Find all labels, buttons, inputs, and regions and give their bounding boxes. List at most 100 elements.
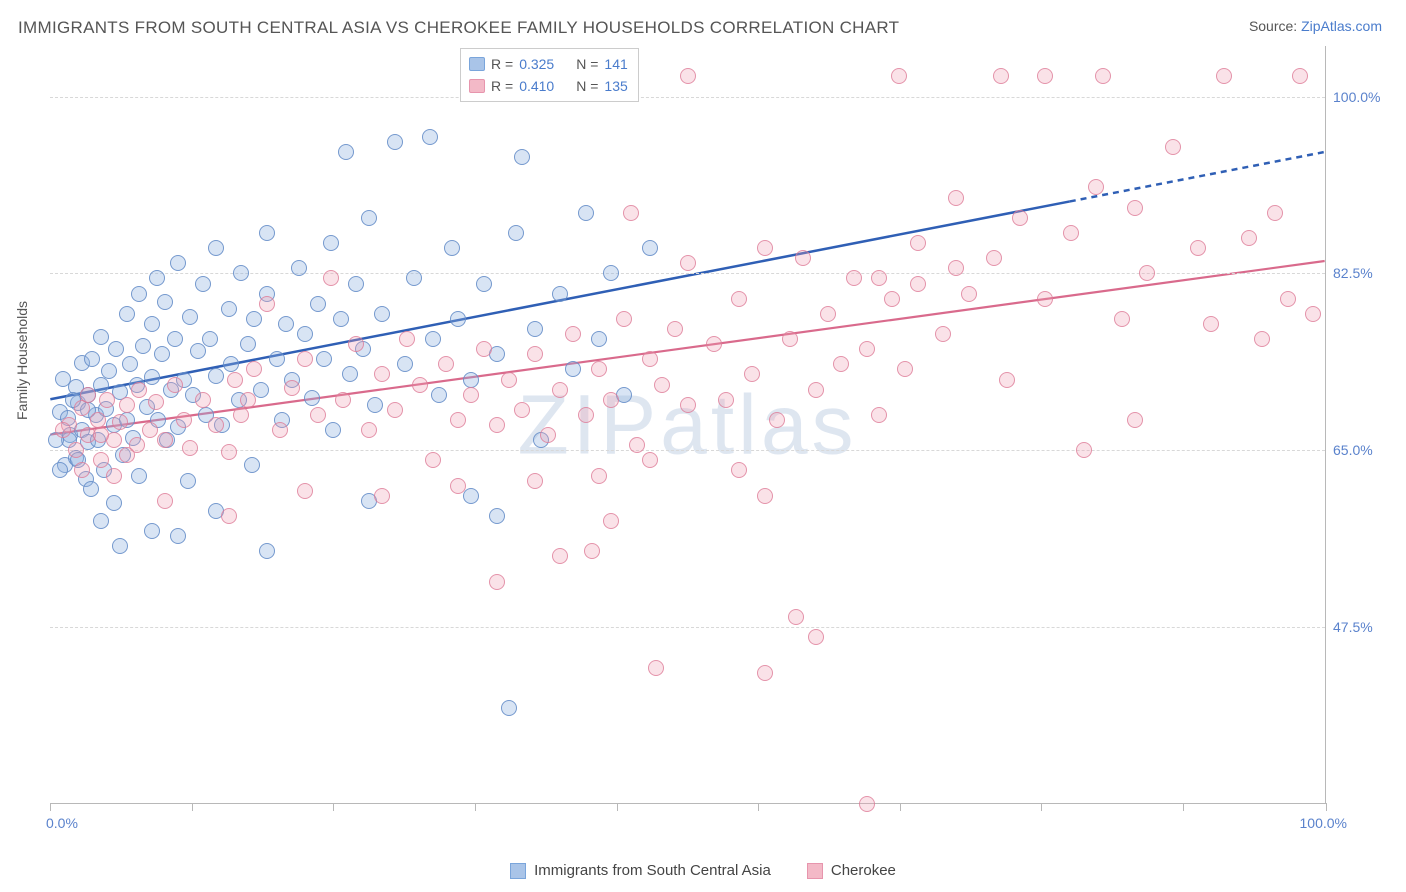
x-axis-tick [1326, 803, 1327, 811]
source-link[interactable]: ZipAtlas.com [1301, 18, 1382, 34]
scatter-point [680, 68, 696, 84]
scatter-point [584, 543, 600, 559]
scatter-point [508, 225, 524, 241]
scatter-point [788, 609, 804, 625]
scatter-point [731, 462, 747, 478]
legend-row: R =0.410N =135 [469, 75, 628, 97]
x-axis-tick [192, 803, 193, 811]
scatter-point [501, 372, 517, 388]
scatter-point [444, 240, 460, 256]
scatter-point [338, 144, 354, 160]
scatter-point [1037, 291, 1053, 307]
scatter-point [1267, 205, 1283, 221]
scatter-point [310, 296, 326, 312]
x-axis-tick [1183, 803, 1184, 811]
legend-n-value: 141 [604, 56, 627, 72]
scatter-point [93, 329, 109, 345]
scatter-point [450, 478, 466, 494]
scatter-point [648, 660, 664, 676]
trend-line-extrapolated [1070, 152, 1325, 201]
scatter-point [348, 336, 364, 352]
scatter-point [154, 346, 170, 362]
scatter-point [910, 235, 926, 251]
scatter-point [910, 276, 926, 292]
scatter-point [83, 481, 99, 497]
scatter-point [208, 417, 224, 433]
scatter-point [1063, 225, 1079, 241]
scatter-point [190, 343, 206, 359]
legend-series-label: Cherokee [831, 862, 896, 879]
scatter-point [603, 392, 619, 408]
scatter-point [654, 377, 670, 393]
scatter-point [144, 523, 160, 539]
legend-n-label: N = [576, 56, 598, 72]
scatter-point [135, 338, 151, 354]
scatter-point [623, 205, 639, 221]
scatter-point [425, 452, 441, 468]
scatter-plot-area: ZIPatlas 0.0% 100.0% 47.5%65.0%82.5%100.… [50, 46, 1326, 804]
scatter-point [565, 361, 581, 377]
x-axis-tick [50, 803, 51, 811]
scatter-point [272, 422, 288, 438]
scatter-point [284, 380, 300, 396]
scatter-point [1165, 139, 1181, 155]
scatter-point [897, 361, 913, 377]
scatter-point [1305, 306, 1321, 322]
scatter-point [884, 291, 900, 307]
scatter-point [642, 452, 658, 468]
gridline [50, 627, 1325, 628]
scatter-point [1292, 68, 1308, 84]
scatter-point [259, 543, 275, 559]
scatter-point [297, 326, 313, 342]
legend-swatch-icon [510, 863, 526, 879]
scatter-point [603, 265, 619, 281]
x-axis-tick [1041, 803, 1042, 811]
source-label: Source: [1249, 18, 1301, 34]
scatter-point [374, 366, 390, 382]
scatter-point [431, 387, 447, 403]
watermark-text: ZIPatlas [517, 376, 857, 473]
scatter-point [1241, 230, 1257, 246]
scatter-point [591, 331, 607, 347]
scatter-point [90, 412, 106, 428]
scatter-point [195, 276, 211, 292]
scatter-point [782, 331, 798, 347]
scatter-point [1203, 316, 1219, 332]
scatter-point [84, 351, 100, 367]
scatter-point [335, 392, 351, 408]
scatter-point [278, 316, 294, 332]
x-axis-tick [900, 803, 901, 811]
scatter-point [757, 488, 773, 504]
scatter-point [106, 468, 122, 484]
scatter-point [591, 361, 607, 377]
scatter-point [269, 351, 285, 367]
scatter-point [450, 412, 466, 428]
scatter-point [374, 488, 390, 504]
scatter-point [68, 442, 84, 458]
scatter-point [935, 326, 951, 342]
scatter-point [244, 457, 260, 473]
scatter-point [122, 356, 138, 372]
scatter-point [540, 427, 556, 443]
scatter-point [374, 306, 390, 322]
scatter-point [119, 397, 135, 413]
scatter-point [552, 382, 568, 398]
scatter-point [527, 346, 543, 362]
legend-series-label: Immigrants from South Central Asia [534, 862, 771, 879]
scatter-point [1076, 442, 1092, 458]
scatter-point [463, 488, 479, 504]
scatter-point [406, 270, 422, 286]
scatter-point [167, 331, 183, 347]
scatter-point [93, 513, 109, 529]
scatter-point [833, 356, 849, 372]
scatter-point [680, 255, 696, 271]
scatter-point [348, 276, 364, 292]
scatter-point [642, 351, 658, 367]
scatter-point [387, 402, 403, 418]
scatter-point [891, 68, 907, 84]
scatter-point [629, 437, 645, 453]
scatter-point [333, 311, 349, 327]
legend-swatch-icon [807, 863, 823, 879]
y-axis-tick-label: 47.5% [1333, 619, 1389, 635]
scatter-point [1254, 331, 1270, 347]
